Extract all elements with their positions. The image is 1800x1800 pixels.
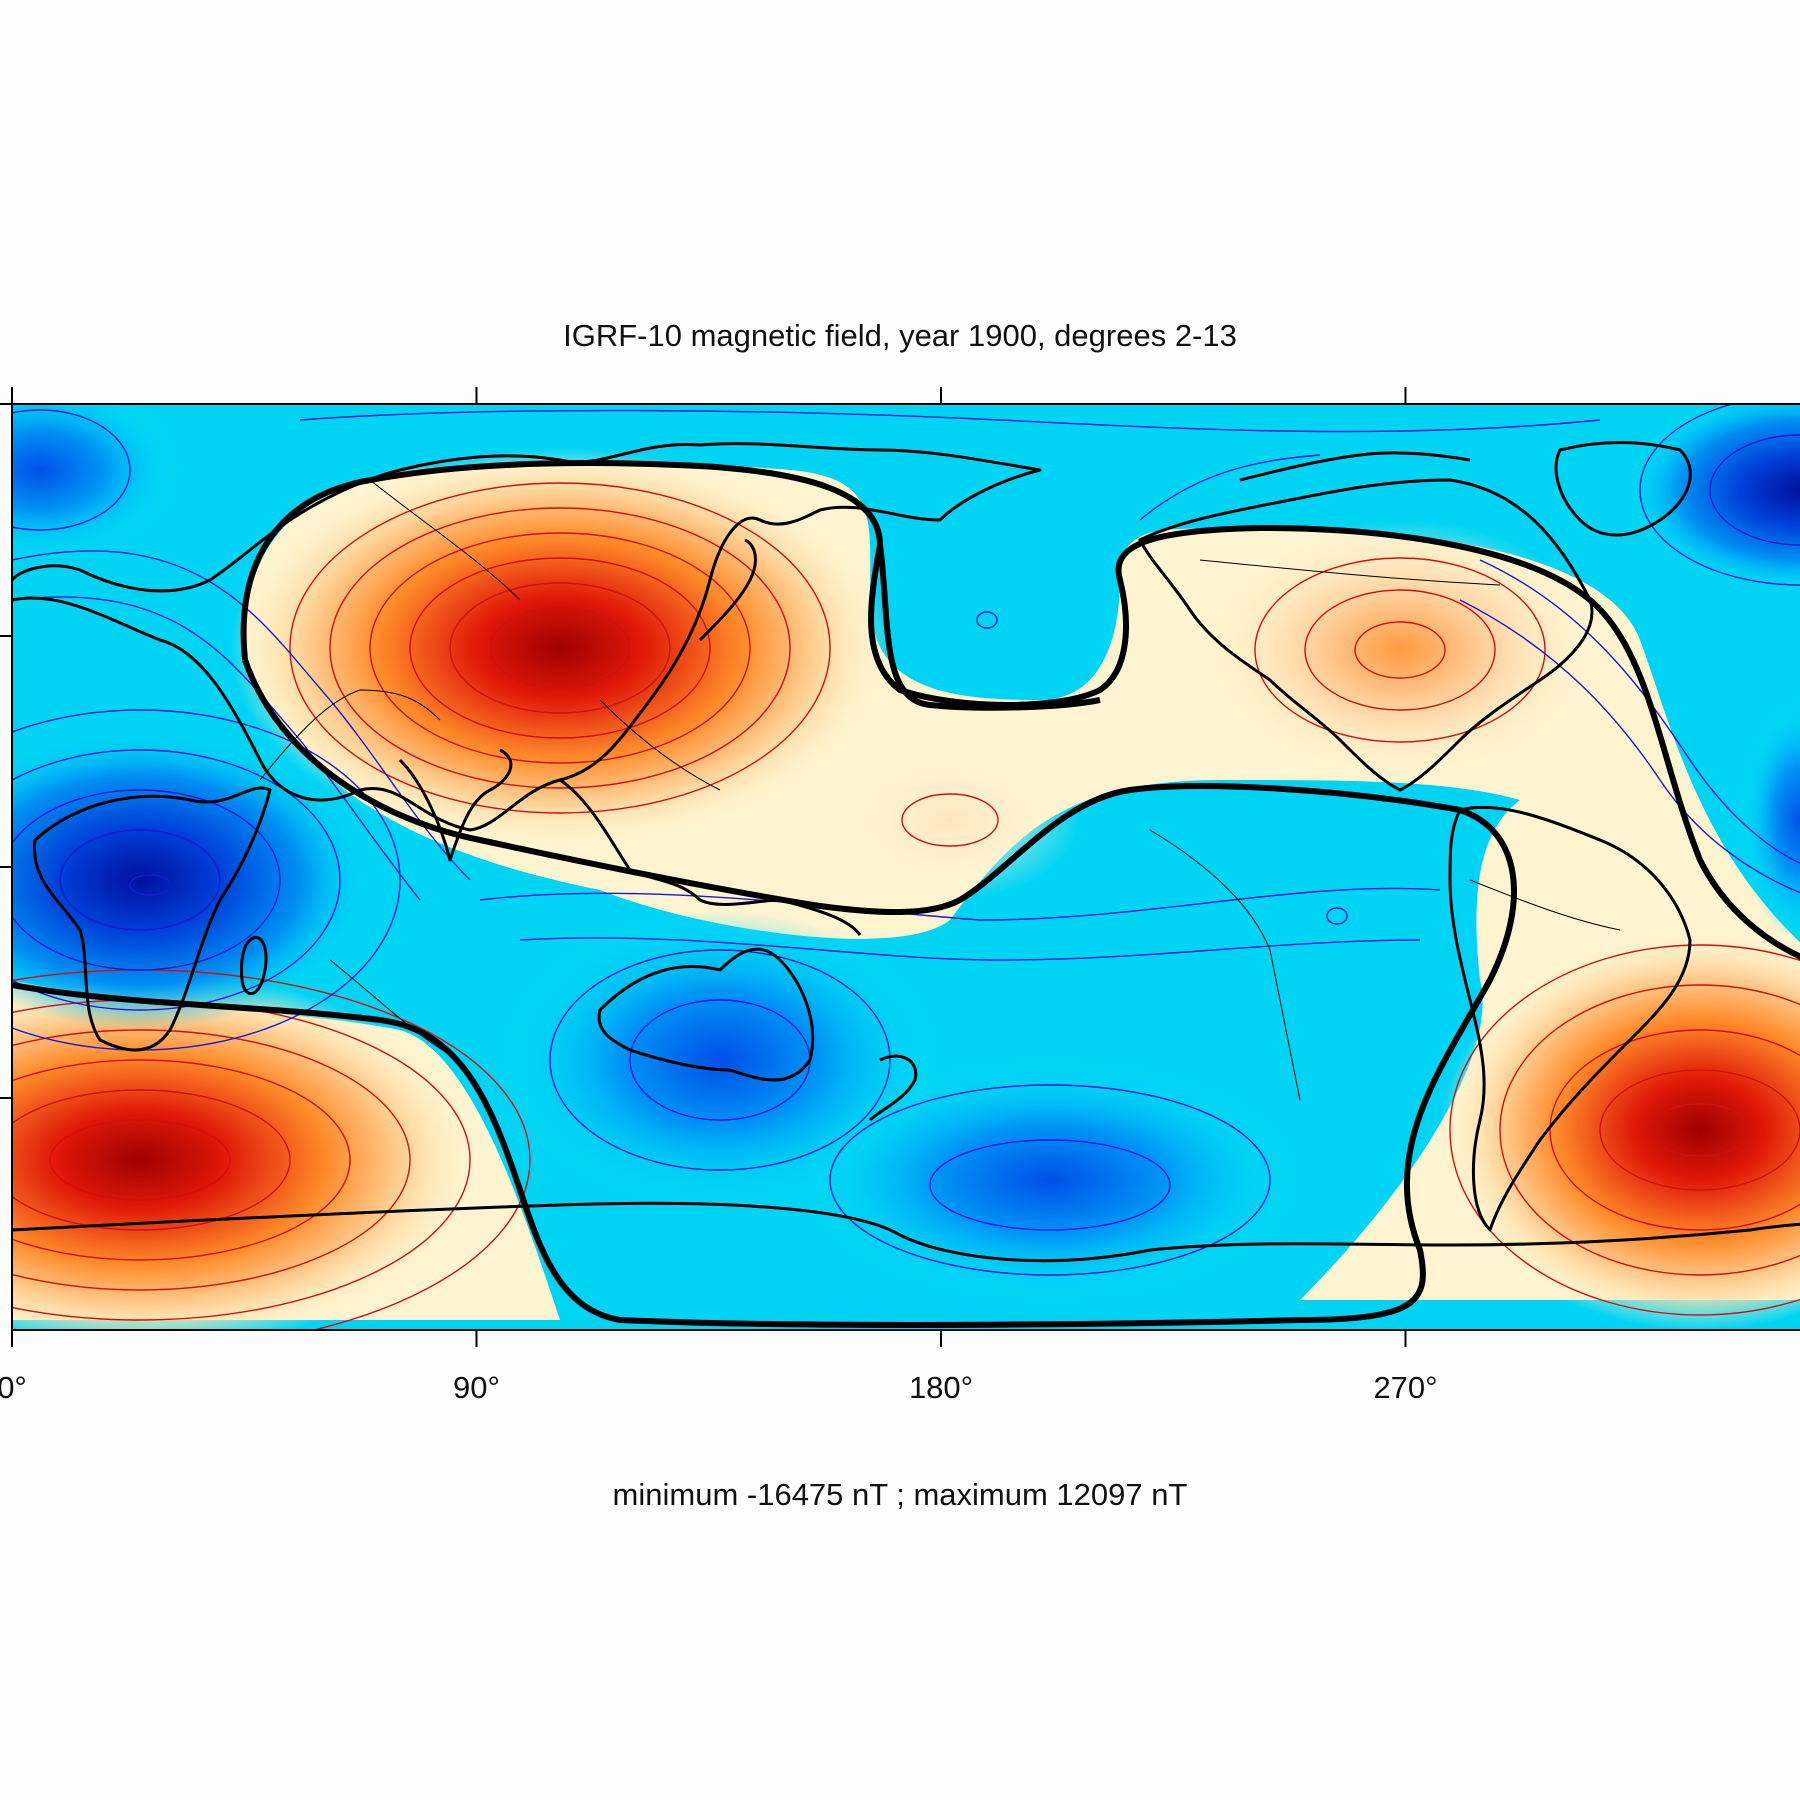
coast-australia	[597, 947, 815, 1082]
x-tick-label-90: 90°	[453, 1370, 500, 1405]
coast-madagascar	[240, 936, 268, 996]
coast-africa	[32, 786, 272, 1052]
coastlines	[12, 441, 1800, 1263]
zero-contour-pacific-loop	[877, 544, 1101, 711]
coast-new-zealand	[868, 1054, 918, 1122]
negative-anomaly-arctic-west	[12, 404, 180, 560]
coast-japan	[698, 538, 757, 642]
x-tick-label-270: 270°	[1373, 1370, 1437, 1405]
coast-north-america	[1138, 478, 1594, 792]
coast-antarctica	[12, 1201, 1800, 1263]
zero-contour-north	[240, 460, 1800, 960]
coast-southeast-asia	[559, 778, 862, 936]
coast-arctic-islands	[1239, 451, 1471, 482]
coast-europe-asia	[12, 442, 1042, 832]
x-tick-label-180: 180°	[909, 1370, 973, 1405]
x-tick-label-0: 0°	[0, 1370, 27, 1405]
map-title: IGRF-10 magnetic field, year 1900, degre…	[563, 318, 1237, 353]
negative-anomaly-south-america	[1740, 700, 1800, 940]
positive-anomaly-central-asia	[230, 448, 890, 848]
negative-anomaly-antarctic-pacific	[800, 1060, 1300, 1300]
coast-india	[398, 748, 513, 862]
coast-south-america	[1448, 805, 1692, 1232]
field-layer	[12, 404, 1800, 1330]
positive-anomaly-pacific	[820, 740, 1080, 900]
negative-anomaly-arctic-europe	[1630, 404, 1800, 590]
coast-greenland	[1554, 441, 1692, 537]
field-range-caption: minimum -16475 nT ; maximum 12097 nT	[612, 1477, 1188, 1512]
x-axis: 0° 90° 180° 270°	[0, 387, 1438, 1405]
borders	[259, 479, 1621, 1101]
